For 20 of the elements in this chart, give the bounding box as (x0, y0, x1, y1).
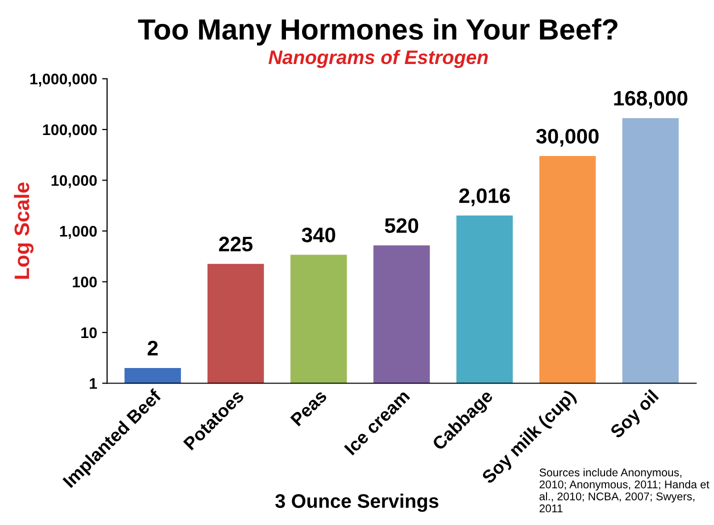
data-label: 520 (384, 218, 418, 233)
data-label: 340 (302, 228, 336, 242)
y-tick-label: 1 (90, 378, 97, 389)
y-tick-label: 1,000 (60, 226, 97, 239)
x-axis-title: 3 Ounce Servings (275, 494, 438, 512)
data-label: 168,000 (614, 90, 688, 109)
y-tick-label: 100 (72, 276, 97, 288)
y-axis-title: Log Scale (14, 182, 34, 279)
chart-title: Too Many Hormones in Your Beef? (138, 18, 618, 46)
data-label: 2,016 (459, 188, 510, 206)
y-tick-label: 100,000 (43, 124, 97, 138)
x-tick-label: Soy oil (609, 389, 662, 442)
data-label: 225 (219, 236, 252, 252)
y-tick-label: 10 (81, 327, 97, 338)
data-label: 30,000 (536, 128, 599, 147)
chart-subtitle: Nanograms of Estrogen (268, 50, 488, 68)
data-label: 2 (148, 340, 158, 356)
y-tick-label: 10,000 (52, 175, 97, 188)
y-tick-label: 1,000,000 (30, 74, 97, 87)
source-note: Sources include Anonymous, 2010; Anonymous, 2011; Handa et al., 2010; NCBA, 2007; Swyers, 2011 (540, 468, 710, 512)
